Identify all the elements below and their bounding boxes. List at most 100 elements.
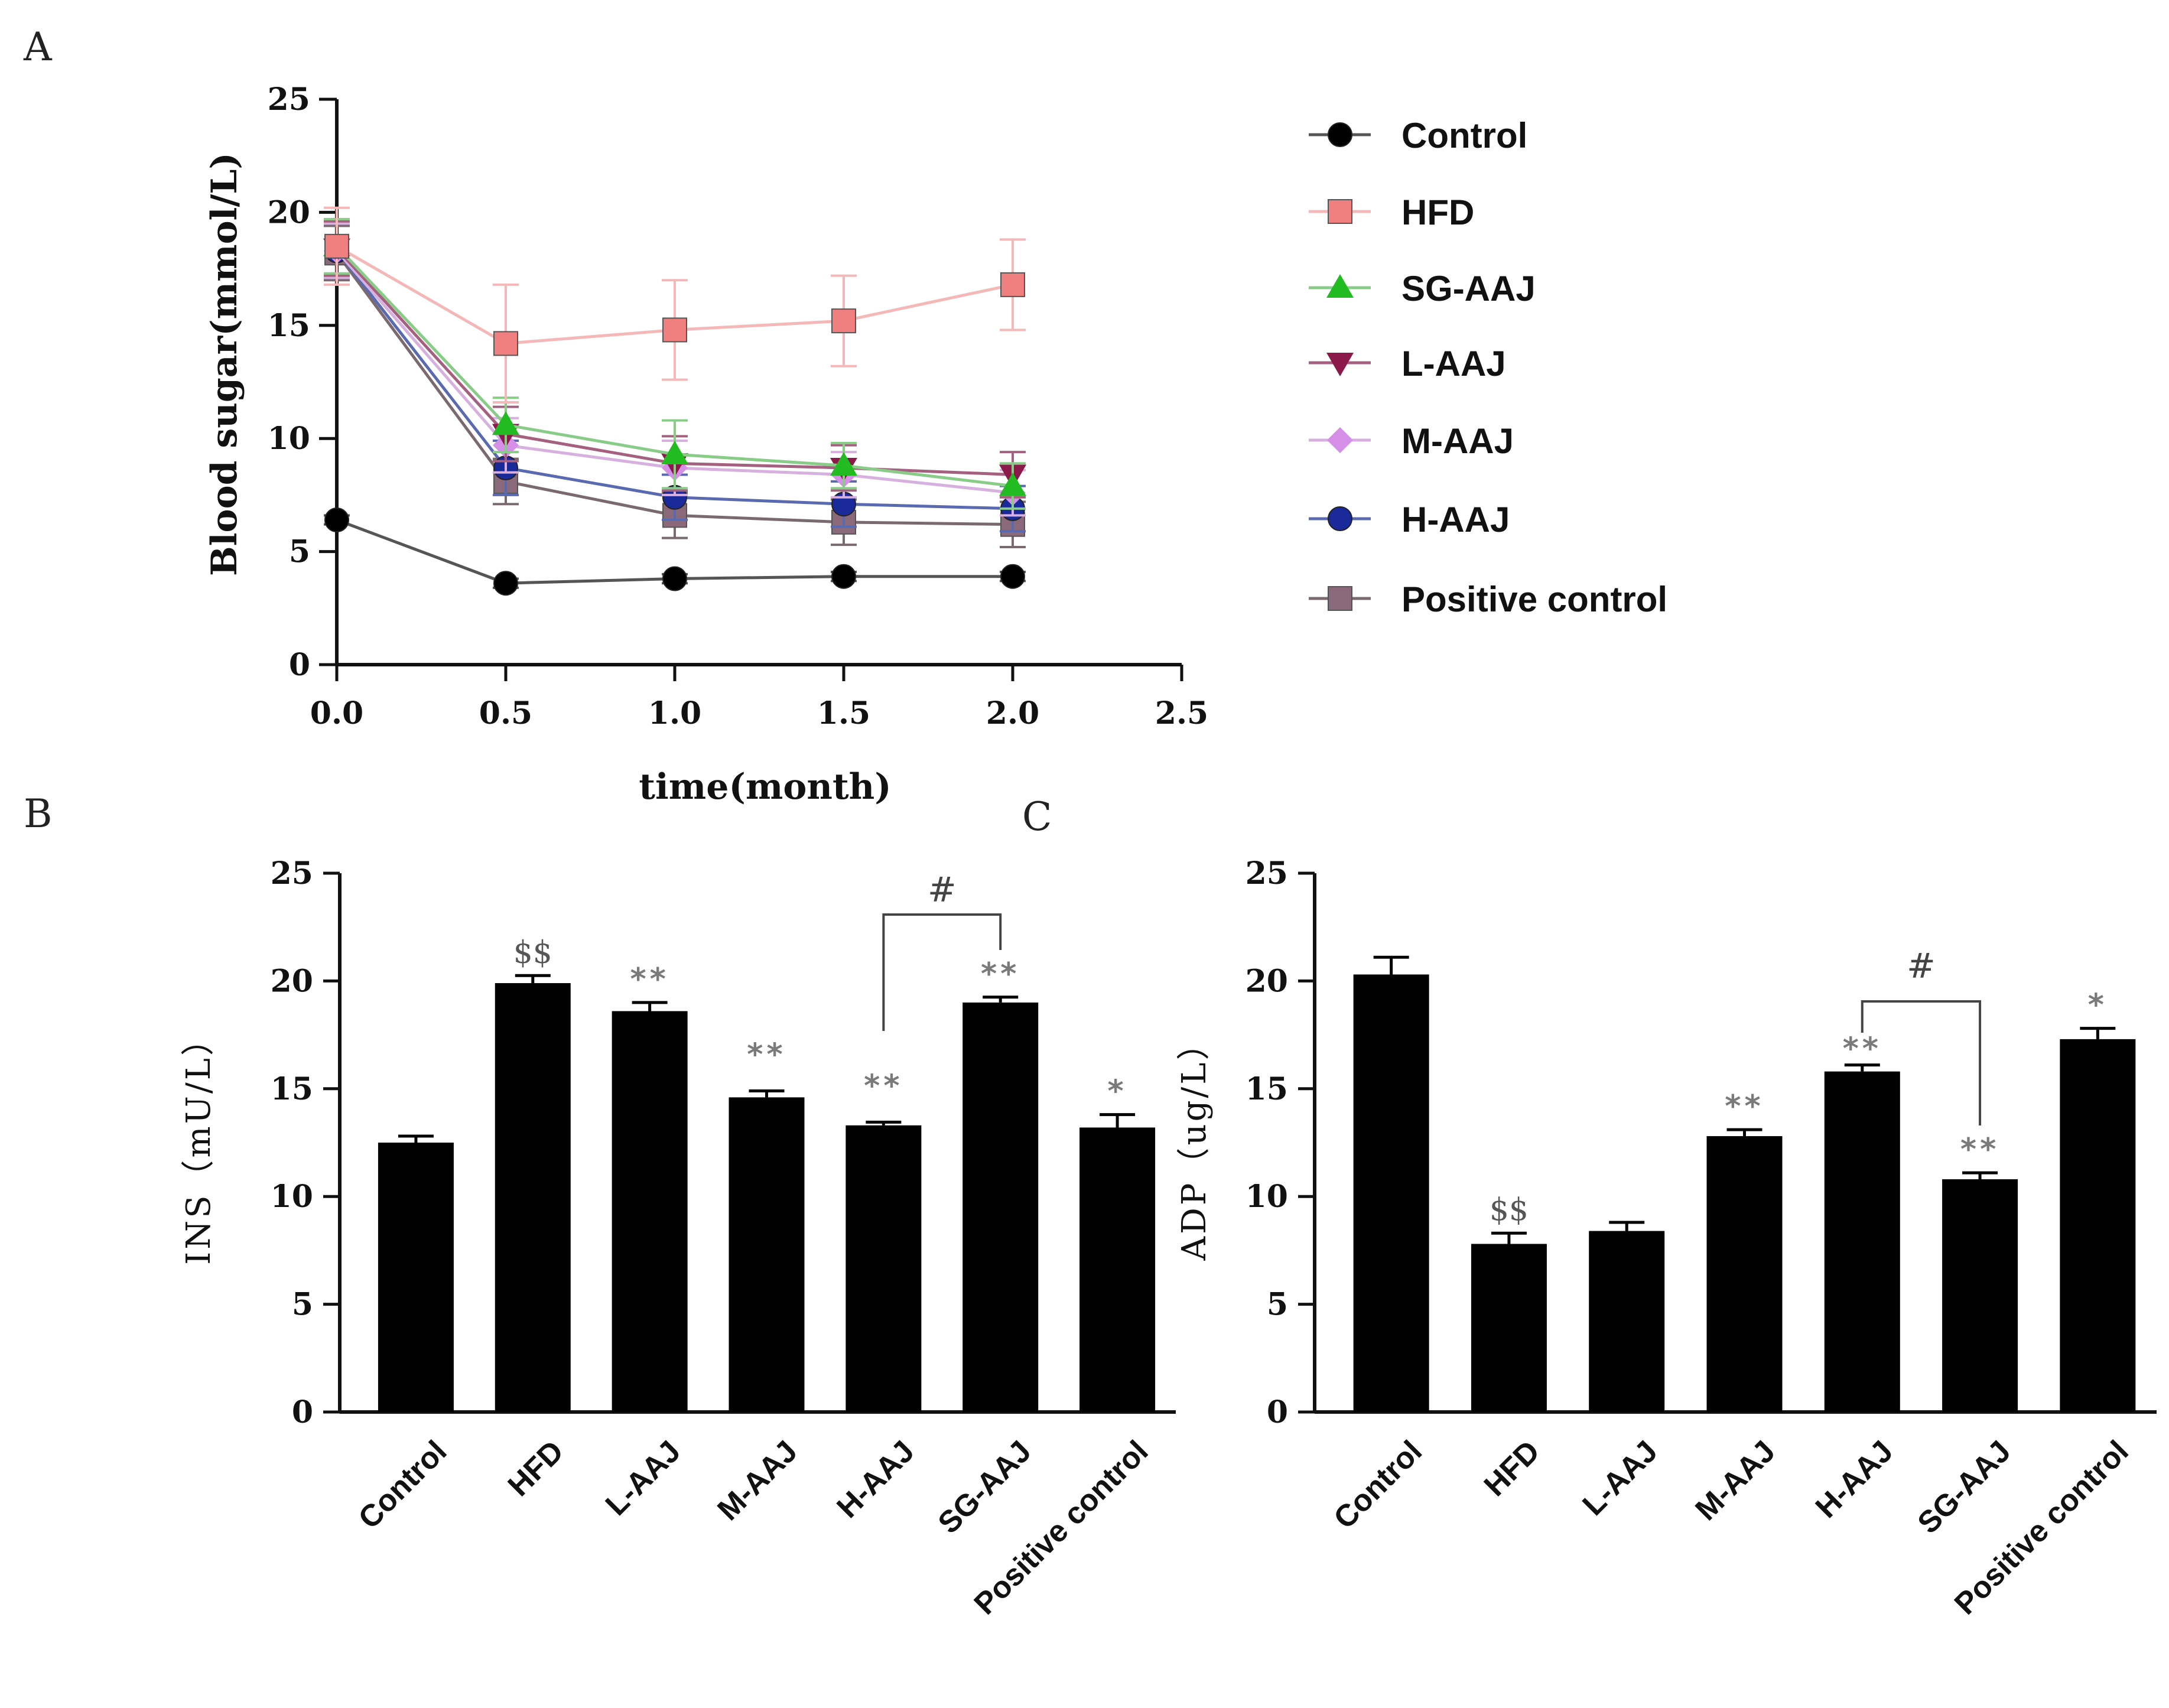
bar-group-m-aaj: ** [1706, 1089, 1783, 1412]
bar-group-control [378, 1134, 454, 1412]
significance-mark: ** [981, 957, 1020, 992]
data-point-control [493, 571, 518, 596]
y-tick-label: 15 [268, 308, 310, 344]
legend-marker [1328, 122, 1352, 147]
legend-marker [1326, 353, 1354, 376]
x-category-label: M-AAJ [1689, 1434, 1782, 1527]
y-tick-label: 0 [292, 1394, 313, 1430]
legend-marker [1328, 506, 1352, 531]
legend-item-l-aaj: L-AAJ [1309, 344, 1506, 383]
y-tick-label: 15 [271, 1071, 313, 1107]
y-axis-title: ADP（ug/L） [1175, 1025, 1214, 1261]
bar-sg-aaj [962, 1002, 1039, 1412]
bar-control [1353, 974, 1429, 1412]
significance-mark: ** [1843, 1032, 1882, 1067]
data-point-control [1000, 564, 1025, 589]
significance-mark: * [2088, 988, 2108, 1023]
x-tick-label: 2.0 [986, 695, 1039, 731]
y-tick-label: 10 [1246, 1179, 1288, 1215]
bar-hfd [495, 983, 571, 1412]
y-tick-label: 25 [268, 82, 310, 118]
bar-group-sg-aaj: ** [1942, 1132, 2018, 1412]
data-point-sg-aaj [999, 472, 1026, 496]
legend-marker [1328, 586, 1352, 611]
legend-item-hfd: HFD [1309, 193, 1474, 232]
panel-c-bar-chart: 0 5 10 15 20 25 ADP（ug/L） Control $$ HFD L-AAJ ** M-… [1175, 855, 2157, 1621]
bar-l-aaj [612, 1011, 688, 1412]
bracket-line [1861, 1000, 1982, 1125]
y-tick-label: 5 [1267, 1287, 1288, 1323]
y-tick-label: 20 [1246, 963, 1288, 999]
legend-item-control: Control [1309, 116, 1527, 155]
y-tick-label: 10 [271, 1179, 313, 1215]
y-axis-title: INS（mU/L） [180, 1020, 218, 1265]
data-point-sg-aaj [830, 452, 857, 476]
bar-group-control [1353, 955, 1429, 1412]
bar-group-sg-aaj: ** [962, 957, 1039, 1412]
significance-mark: $$ [1490, 1192, 1529, 1228]
panel-letters: A B C [23, 24, 1052, 840]
y-tick-label: 20 [271, 963, 313, 999]
data-point-control [324, 507, 349, 533]
bar-group-h-aaj: ** [1824, 1032, 1900, 1412]
significance-mark: * [1107, 1074, 1127, 1110]
legend-label: H-AAJ [1401, 500, 1510, 539]
y-tick-label: 20 [268, 194, 310, 230]
x-category-label: HFD [502, 1434, 571, 1503]
legend-label: Positive control [1401, 580, 1667, 619]
x-category-label: M-AAJ [711, 1434, 804, 1527]
panel-b-bar-chart: 0510152025INS（mU/L）Control$$HFD**L-AAJ**… [180, 855, 1176, 1621]
significance-bracket: # [1861, 946, 1982, 1125]
x-tick-label: 2.5 [1155, 695, 1208, 731]
x-category-label: L-AAJ [599, 1434, 687, 1522]
significance-bracket: # [882, 870, 1002, 1031]
bracket-line [882, 913, 1002, 1031]
y-tick-label: 5 [289, 534, 310, 570]
bracket-label: # [928, 870, 957, 910]
bar-group-positive-control: * [1079, 1074, 1156, 1412]
data-point-control [831, 564, 856, 589]
bar-positive-control [2060, 1039, 2136, 1412]
y-tick-label: 0 [289, 647, 310, 683]
y-tick-label: 0 [1267, 1394, 1288, 1430]
y-tick-label: 15 [1246, 1071, 1288, 1107]
legend-label: HFD [1401, 193, 1474, 232]
bar-m-aaj [729, 1097, 805, 1412]
bar-group-hfd: $$ [1471, 1192, 1547, 1412]
y-tick-label: 25 [271, 855, 313, 892]
series-hfd [324, 206, 1026, 404]
bar-control [378, 1143, 454, 1412]
significance-mark: ** [747, 1037, 786, 1072]
x-tick-label: 1.5 [817, 695, 870, 731]
x-category-label: Control [1327, 1434, 1429, 1535]
panel-letter-b: B [24, 791, 53, 837]
legend-marker [1328, 199, 1352, 224]
y-axis-title: Blood sugar(mmol/L) [204, 152, 245, 576]
data-point-hfd [1000, 272, 1025, 297]
data-point-sg-aaj [492, 411, 519, 435]
bar-group-positive-control: * [2060, 988, 2136, 1412]
data-point-sg-aaj [661, 440, 688, 464]
y-tick-label: 5 [292, 1287, 313, 1323]
panel-a-line-chart: 0 5 10 15 20 25 0.0 0.5 1.0 1.5 2.0 2.5 time(month) B… [204, 82, 1208, 808]
legend-label: SG-AAJ [1401, 269, 1536, 308]
bar-group-l-aaj [1589, 1221, 1665, 1412]
significance-mark: ** [1960, 1132, 1999, 1167]
panel-a-legend: Control HFD SG-AAJ L-AAJ M-AAJ H-AAJ Positive … [1309, 116, 1667, 619]
bar-h-aaj [846, 1125, 922, 1412]
significance-mark: $$ [513, 935, 552, 970]
x-axis-title: time(month) [639, 766, 891, 808]
legend-label: Control [1401, 116, 1527, 155]
bar-group-hfd: $$ [495, 935, 571, 1412]
bar-group-l-aaj: ** [612, 962, 688, 1412]
data-point-hfd [831, 308, 856, 334]
x-category-label: Control [352, 1434, 454, 1535]
legend-label: M-AAJ [1401, 421, 1514, 461]
x-category-label: H-AAJ [830, 1434, 921, 1524]
x-category-label: SG-AAJ [932, 1434, 1038, 1540]
panel-letter-a: A [23, 24, 53, 70]
bar-group-m-aaj: ** [729, 1037, 805, 1412]
data-point-hfd [493, 331, 518, 356]
y-tick-label: 25 [1246, 855, 1288, 892]
bar-positive-control [1079, 1127, 1156, 1412]
